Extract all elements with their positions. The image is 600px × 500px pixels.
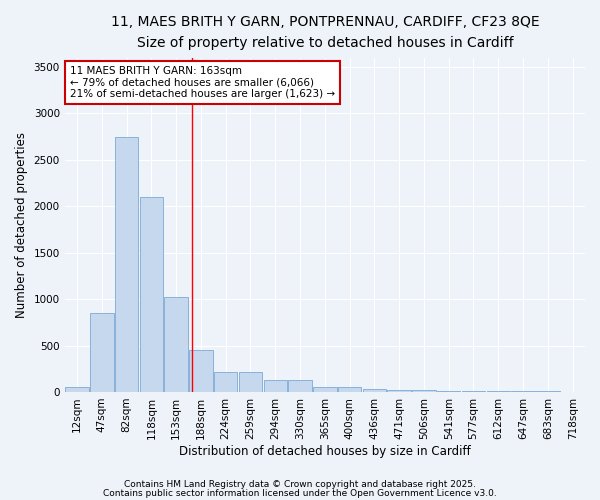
X-axis label: Distribution of detached houses by size in Cardiff: Distribution of detached houses by size …: [179, 444, 471, 458]
Text: Contains public sector information licensed under the Open Government Licence v3: Contains public sector information licen…: [103, 488, 497, 498]
Bar: [90, 313, 113, 392]
Bar: [239, 372, 262, 392]
Bar: [437, 390, 460, 392]
Bar: [189, 350, 213, 392]
Bar: [214, 372, 238, 392]
Bar: [362, 389, 386, 392]
Bar: [164, 298, 188, 392]
Text: Contains HM Land Registry data © Crown copyright and database right 2025.: Contains HM Land Registry data © Crown c…: [124, 480, 476, 489]
Bar: [65, 388, 89, 392]
Bar: [412, 390, 436, 392]
Y-axis label: Number of detached properties: Number of detached properties: [15, 132, 28, 318]
Bar: [115, 136, 139, 392]
Text: 11 MAES BRITH Y GARN: 163sqm
← 79% of detached houses are smaller (6,066)
21% of: 11 MAES BRITH Y GARN: 163sqm ← 79% of de…: [70, 66, 335, 100]
Bar: [338, 387, 361, 392]
Bar: [140, 197, 163, 392]
Title: 11, MAES BRITH Y GARN, PONTPRENNAU, CARDIFF, CF23 8QE
Size of property relative : 11, MAES BRITH Y GARN, PONTPRENNAU, CARD…: [110, 15, 539, 50]
Bar: [263, 380, 287, 392]
Bar: [388, 390, 411, 392]
Bar: [313, 387, 337, 392]
Bar: [288, 380, 312, 392]
Bar: [462, 391, 485, 392]
